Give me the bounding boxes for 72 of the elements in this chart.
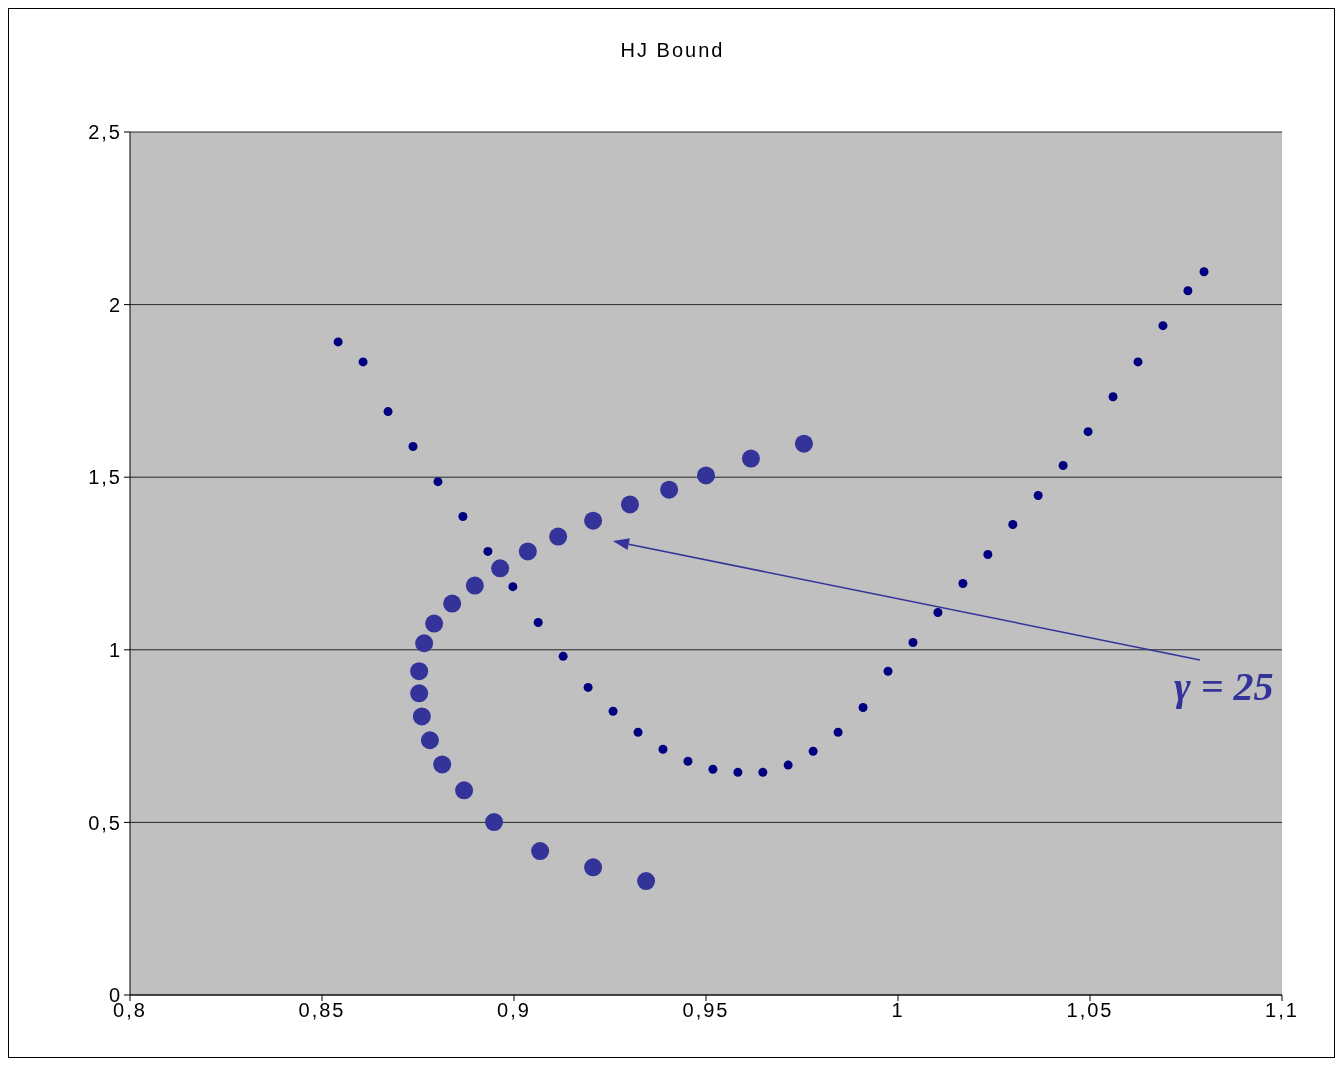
point: [465, 576, 484, 595]
point: [518, 542, 537, 561]
point: [383, 407, 393, 417]
point: [983, 550, 993, 560]
point: [558, 651, 568, 661]
point: [637, 872, 656, 891]
point: [1183, 286, 1193, 296]
point: [958, 579, 968, 589]
point: [549, 527, 568, 546]
y-tick-label: 2,5: [88, 121, 122, 144]
point: [833, 727, 843, 737]
point: [758, 767, 768, 777]
point: [1108, 392, 1118, 402]
point: [883, 666, 893, 676]
point: [1083, 427, 1093, 437]
point: [584, 511, 603, 530]
y-tick-label: 2: [108, 293, 122, 316]
point: [658, 744, 668, 754]
point: [683, 756, 693, 766]
point: [425, 614, 444, 633]
point: [415, 634, 434, 653]
x-tick-label: 0,95: [682, 999, 730, 1022]
point: [1199, 267, 1209, 277]
point: [633, 727, 643, 737]
point: [358, 357, 368, 367]
point: [697, 466, 715, 485]
y-tick-label: 0,5: [88, 811, 122, 834]
point: [1033, 491, 1043, 500]
point: [660, 480, 679, 499]
point: [1058, 460, 1068, 470]
x-tick-label: 1: [891, 999, 905, 1022]
point: [608, 706, 618, 716]
point: [458, 512, 468, 522]
point: [808, 746, 818, 756]
point: [420, 731, 439, 750]
point: [483, 546, 493, 556]
x-tick-label: 0,85: [298, 999, 346, 1022]
point: [783, 760, 793, 770]
point: [410, 684, 429, 703]
y-tick-label: 1,5: [88, 466, 122, 489]
point: [583, 682, 593, 692]
point: [794, 434, 813, 453]
point: [1133, 357, 1143, 367]
point: [491, 559, 510, 578]
point: [433, 477, 443, 487]
point: [584, 858, 603, 877]
point: [531, 842, 550, 861]
point: [733, 767, 743, 777]
point: [933, 608, 943, 618]
point: [1008, 519, 1018, 529]
point: [620, 495, 639, 514]
x-tick-label: 0,9: [497, 999, 531, 1022]
point: [741, 449, 760, 468]
point: [412, 707, 431, 726]
point: [443, 594, 462, 613]
annotation: γ = 25: [1174, 664, 1274, 709]
x-tick-label: 1,05: [1066, 999, 1114, 1022]
point: [708, 764, 718, 774]
chart-title: HJ Bound: [619, 39, 726, 62]
point: [433, 755, 452, 774]
point: [908, 638, 918, 648]
point: [455, 781, 474, 800]
y-tick-label: 1: [108, 638, 122, 661]
point: [858, 702, 868, 712]
point: [408, 441, 418, 451]
point: [333, 337, 343, 347]
point: [1158, 321, 1168, 331]
x-tick-label: 1,1: [1265, 999, 1299, 1022]
point: [410, 662, 429, 681]
point: [508, 582, 518, 592]
point: [533, 618, 543, 628]
point: [485, 813, 504, 832]
